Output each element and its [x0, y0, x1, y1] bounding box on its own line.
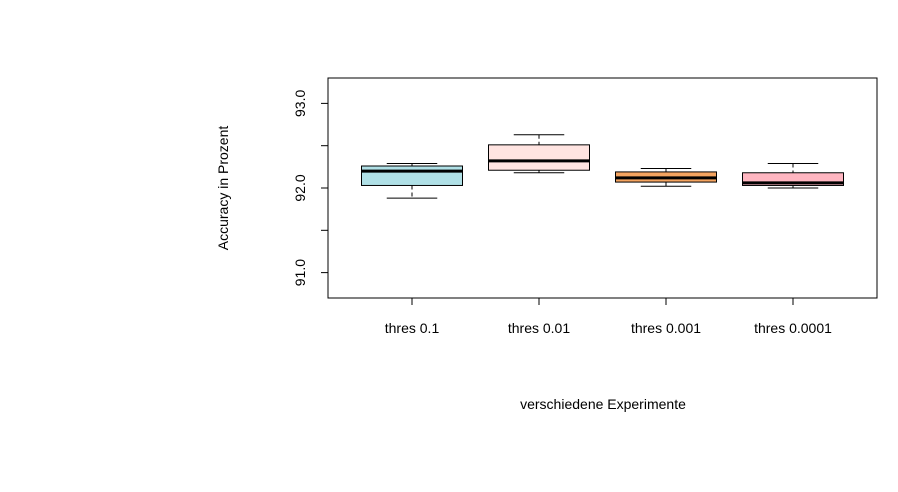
box-body	[488, 144, 590, 171]
box-1	[361, 162, 463, 199]
y-tick-label: 91.0	[292, 259, 308, 286]
y-tick-label: 93.0	[292, 90, 308, 117]
box-4	[742, 162, 844, 189]
x-tick-label: thres 0.001	[631, 320, 701, 336]
x-tick-label: thres 0.1	[385, 320, 440, 336]
y-axis-label: Accuracy in Prozent	[215, 126, 231, 251]
x-tick-label: thres 0.0001	[754, 320, 832, 336]
box-2	[488, 134, 590, 174]
box-body	[361, 165, 463, 186]
x-tick-label: thres 0.01	[508, 320, 570, 336]
x-axis: thres 0.1 thres 0.01 thres 0.001 thres 0.00…	[385, 298, 832, 336]
y-axis: 91.0 92.0 93.0	[292, 90, 328, 286]
y-tick-label: 92.0	[292, 174, 308, 201]
box-3	[615, 168, 717, 187]
x-axis-label: verschiedene Experimente	[520, 396, 686, 412]
plot-area	[327, 77, 878, 299]
